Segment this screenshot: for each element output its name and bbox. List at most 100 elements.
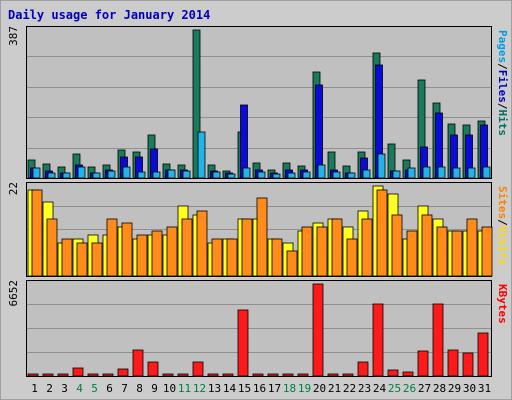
x-tick-label: 16 — [253, 382, 266, 395]
sites-bar — [241, 218, 253, 277]
kbytes-bar — [27, 373, 39, 377]
top-panel: 387 Pages/Files/Hits — [7, 26, 509, 179]
kbytes-bar — [252, 373, 264, 377]
kbytes-bar — [312, 283, 324, 377]
x-tick-label: 6 — [106, 382, 113, 395]
top-side-label: Pages/Files/Hits — [496, 30, 509, 136]
pages-bar — [422, 166, 431, 179]
pages-bar — [467, 167, 476, 179]
kbytes-bar — [237, 309, 249, 377]
side-label-part: Hits — [496, 110, 509, 137]
pages-bar — [332, 171, 341, 179]
kbytes-bar — [297, 373, 309, 377]
sites-bar — [151, 230, 163, 277]
x-tick-label: 26 — [403, 382, 416, 395]
x-tick-label: 21 — [328, 382, 341, 395]
kbytes-bar — [342, 373, 354, 377]
x-tick-label: 4 — [76, 382, 83, 395]
side-label-part: / — [496, 63, 509, 70]
kbytes-bar — [432, 303, 444, 377]
kbytes-bar — [42, 373, 54, 377]
top-plot-frame — [26, 26, 492, 179]
kbytes-bar — [102, 373, 114, 377]
sites-bar — [481, 226, 493, 277]
sites-bar — [436, 226, 448, 277]
sites-bar — [226, 238, 238, 277]
x-tick-label: 3 — [61, 382, 68, 395]
kbytes-bar — [177, 373, 189, 377]
x-tick-label: 24 — [373, 382, 387, 395]
kbytes-bar — [132, 349, 144, 377]
x-tick-label: 28 — [433, 382, 446, 395]
pages-bar — [452, 167, 461, 179]
kbytes-bar — [357, 361, 369, 377]
sites-bar — [466, 218, 478, 277]
sites-bar — [391, 214, 403, 277]
pages-bar — [227, 173, 236, 179]
sites-bar — [91, 242, 103, 277]
x-tick-label: 8 — [136, 382, 143, 395]
side-label-part: Pages — [496, 30, 509, 63]
pages-bar — [482, 166, 491, 179]
pages-bar — [167, 169, 176, 179]
pages-bar — [47, 172, 56, 179]
bot-panel: 6652 KBytes — [7, 280, 509, 377]
pages-bar — [122, 166, 131, 179]
x-tick-label: 31 — [478, 382, 491, 395]
x-tick-label: 18 — [283, 382, 296, 395]
mid-side-label: Sites/Visits — [496, 186, 509, 266]
pages-bar — [272, 173, 281, 179]
pages-bar — [152, 171, 161, 179]
side-label-part: Visits — [496, 226, 509, 266]
hits-bar — [192, 29, 201, 179]
sites-bar — [316, 226, 328, 277]
pages-bar — [62, 172, 71, 179]
files-bar — [240, 104, 248, 179]
sites-bar — [211, 238, 223, 277]
x-tick-label: 1 — [31, 382, 38, 395]
pages-bar — [212, 171, 221, 179]
pages-bar — [242, 167, 251, 179]
chart-title: Daily usage for January 2014 — [8, 8, 210, 22]
sites-bar — [451, 230, 463, 277]
pages-bar — [302, 171, 311, 179]
sites-bar — [421, 214, 433, 277]
kbytes-bar — [462, 352, 474, 377]
kbytes-bar — [72, 367, 84, 377]
pages-bar — [182, 170, 191, 179]
x-tick-label: 17 — [268, 382, 281, 395]
sites-bar — [361, 218, 373, 277]
x-tick-label: 5 — [91, 382, 98, 395]
sites-bar — [196, 210, 208, 277]
pages-bar — [317, 164, 326, 179]
side-label-part: KBytes — [496, 284, 509, 324]
pages-bar — [287, 172, 296, 179]
sites-bar — [106, 218, 118, 277]
x-tick-label: 19 — [298, 382, 311, 395]
kbytes-bar — [162, 373, 174, 377]
x-tick-label: 9 — [151, 382, 158, 395]
kbytes-bar — [327, 373, 339, 377]
sites-bar — [301, 226, 313, 277]
sites-bar — [286, 250, 298, 277]
kbytes-bar — [87, 373, 99, 377]
side-label-part: Files — [496, 70, 509, 103]
sites-bar — [61, 238, 73, 277]
sites-bar — [121, 222, 133, 277]
kbytes-bar — [222, 373, 234, 377]
x-tick-label: 25 — [388, 382, 401, 395]
sites-bar — [331, 218, 343, 277]
sites-bar — [376, 189, 388, 277]
pages-bar — [77, 166, 86, 179]
x-tick-label: 20 — [313, 382, 326, 395]
pages-bar — [32, 167, 41, 179]
kbytes-bar — [387, 369, 399, 377]
sites-bar — [256, 197, 268, 277]
x-tick-label: 12 — [193, 382, 206, 395]
pages-bar — [107, 170, 116, 179]
x-tick-label: 30 — [463, 382, 476, 395]
pages-bar — [257, 171, 266, 179]
kbytes-bar — [267, 373, 279, 377]
kbytes-bar — [447, 349, 459, 377]
bot-side-label: KBytes — [496, 284, 509, 324]
